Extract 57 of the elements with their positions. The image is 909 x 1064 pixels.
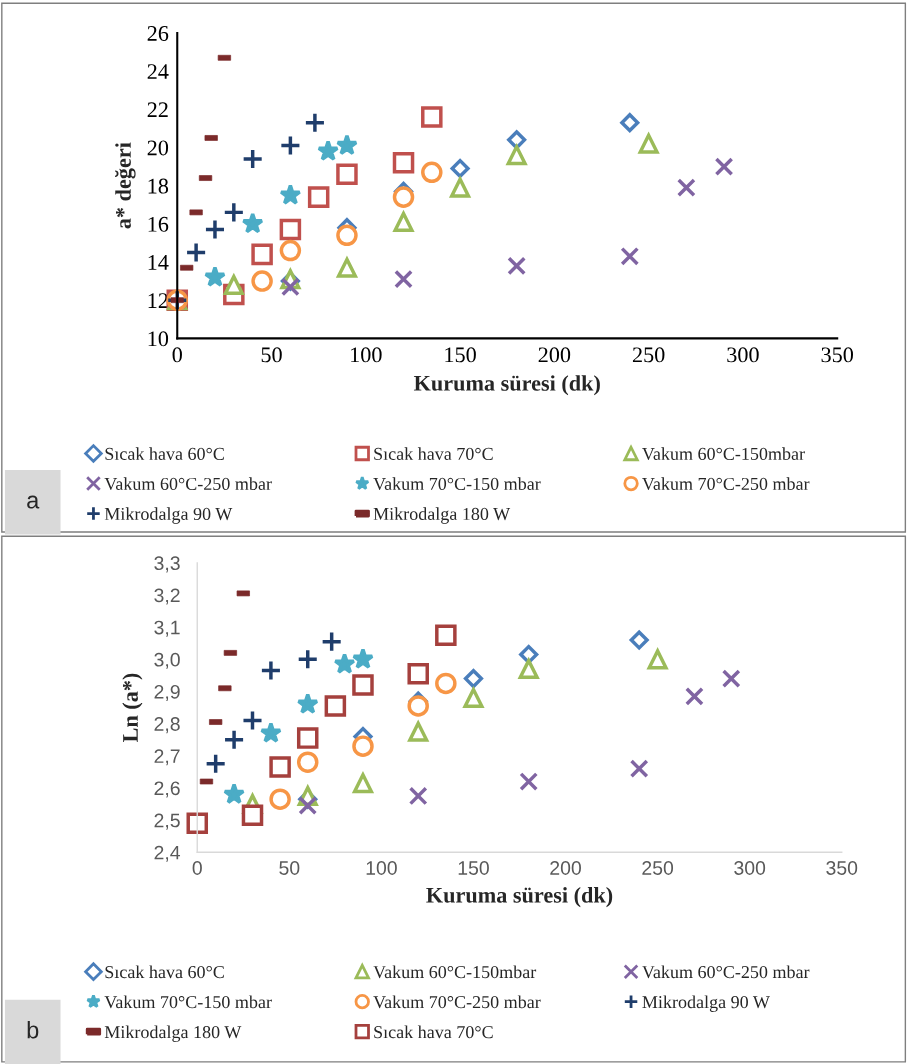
text: a — [27, 495, 40, 509]
y-tick-label: 2,6 — [154, 781, 180, 798]
y-tick-label: 2,7 — [154, 749, 180, 766]
x-axis-title: Kuruma süresi (dk) — [426, 887, 613, 908]
x-tick-label: 50 — [279, 861, 300, 875]
x-tick-label: 250 — [632, 347, 665, 363]
y-tick-label: 14 — [148, 255, 169, 270]
y-tick-label: 18 — [148, 178, 169, 194]
legend-label: Mikrodalga 90 W — [104, 507, 233, 524]
legend-label: Vakum 60°C-250 mbar — [104, 477, 272, 491]
x-tick-label: 300 — [727, 347, 759, 363]
legend-label: Vakum 70°C-150 mbar — [373, 477, 541, 491]
x-tick-label: 100 — [366, 861, 397, 875]
y-tick-label: 2,8 — [154, 717, 180, 734]
legend-label: Sıcak hava 60°C — [105, 965, 224, 979]
y-tick-label: 3,3 — [154, 556, 180, 573]
x-tick-label: 350 — [826, 861, 858, 875]
x-tick-label: 200 — [538, 347, 571, 363]
y-tick-label: 2,4 — [154, 845, 181, 862]
x-tick-label: 50 — [261, 347, 282, 363]
legend-label: Mikrodalga 180 W — [104, 1025, 242, 1042]
y-tick-label: 16 — [148, 216, 169, 232]
legend-label: Vakum 70°C-250 mbar — [642, 477, 810, 491]
y-tick-label: 22 — [147, 102, 168, 118]
y-tick-label: 2,5 — [154, 813, 180, 830]
y-tick-label: 2,9 — [154, 684, 180, 702]
y-tick-label: 20 — [147, 140, 169, 156]
legend-label: Vakum 60°C-150mbar — [373, 965, 537, 979]
y-tick-label: 24 — [147, 64, 169, 79]
legend-label: Mikrodalga 90 W — [642, 995, 770, 1012]
y-tick-label: 26 — [147, 25, 169, 41]
legend-label: Vakum 70°C-150 mbar — [104, 995, 272, 1009]
x-tick-label: 350 — [821, 347, 854, 363]
legend-label: Mikrodalga 180 W — [373, 507, 511, 524]
y-axis-title: Ln (a*) — [122, 673, 143, 743]
legend-label: Vakum 70°C-250 mbar — [373, 995, 541, 1009]
y-axis-title: a* değeri — [115, 142, 136, 229]
x-tick-label: 100 — [351, 347, 382, 363]
y-tick-label: 10 — [148, 331, 169, 347]
y-tick-label: 3,2 — [154, 588, 180, 605]
x-tick-label: 300 — [734, 861, 766, 875]
x-tick-label: 0 — [192, 861, 202, 875]
legend-label: Vakum 60°C-250 mbar — [642, 965, 810, 979]
text: b — [27, 1021, 39, 1039]
y-tick-label: 3,1 — [154, 620, 180, 637]
legend-label: Sıcak hava 70°C — [374, 447, 493, 460]
y-tick-label: 3,0 — [154, 652, 180, 669]
x-tick-label: 150 — [458, 861, 489, 875]
x-tick-label: 250 — [642, 861, 674, 875]
legend-label: Sıcak hava 70°C — [374, 1025, 493, 1039]
y-tick-label: 12 — [148, 293, 168, 308]
x-axis-title: Kuruma süresi (dk) — [413, 375, 600, 396]
legend-label: Vakum 60°C-150mbar — [642, 447, 805, 461]
x-tick-label: 150 — [445, 347, 476, 363]
x-tick-label: 200 — [550, 861, 581, 875]
legend-label: Sıcak hava 60°C — [105, 447, 224, 460]
x-tick-label: 0 — [172, 347, 182, 363]
